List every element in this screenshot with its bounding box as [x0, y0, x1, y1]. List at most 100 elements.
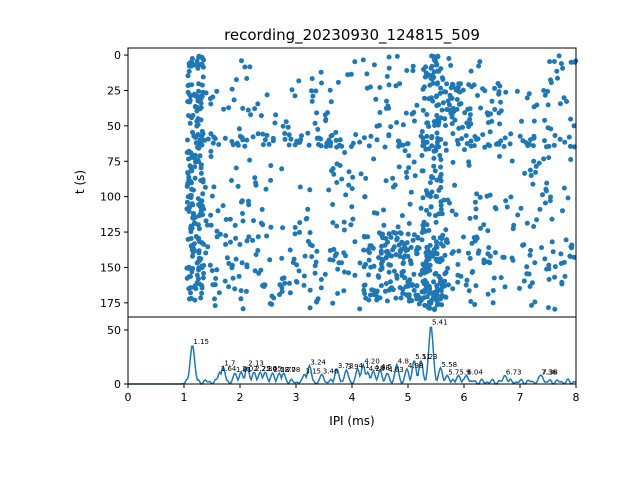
peak-label: 4.1 [359, 362, 370, 370]
spike-point [223, 217, 229, 222]
spike-point [438, 157, 444, 163]
peak-label: 4.98 [408, 362, 424, 370]
spike-point [223, 233, 229, 239]
spike-point [437, 174, 443, 180]
spike-point [442, 141, 448, 147]
spike-point [186, 180, 191, 186]
spike-point [194, 280, 200, 286]
spike-point [514, 88, 520, 94]
spike-point [297, 229, 302, 235]
spike-point [405, 231, 411, 237]
spike-point [190, 253, 195, 259]
spike-point [229, 262, 235, 268]
spike-point [262, 137, 268, 143]
spike-point [475, 250, 481, 256]
spike-point [489, 98, 495, 104]
raster-y-tick-label: 175 [100, 297, 121, 310]
spike-point [214, 267, 220, 273]
spike-point [260, 131, 266, 137]
spike-point [196, 53, 202, 59]
spike-point [433, 243, 439, 249]
spike-point [220, 203, 226, 209]
spike-point [386, 65, 392, 71]
spike-point [195, 144, 200, 150]
spike-point [357, 139, 363, 145]
spike-point [342, 150, 348, 155]
spike-point [313, 88, 319, 94]
spike-point [424, 257, 430, 263]
spike-point [357, 260, 363, 266]
spike-point [401, 255, 407, 261]
spike-point [196, 235, 202, 241]
histogram-x-tick-label: 3 [293, 391, 300, 404]
spike-point [352, 272, 358, 278]
spike-point [462, 147, 467, 153]
spike-point [381, 207, 386, 213]
spike-point [434, 177, 440, 183]
spike-point [427, 267, 433, 273]
spike-point [318, 285, 324, 291]
spike-point [492, 85, 498, 91]
raster-y-tick-label: 50 [107, 120, 121, 133]
spike-point [334, 223, 340, 229]
spike-point [328, 99, 334, 105]
spike-point [554, 68, 560, 74]
spike-point [386, 54, 392, 60]
spike-point [416, 245, 422, 251]
spike-point [419, 230, 425, 235]
spike-point [420, 86, 426, 92]
spike-point [474, 191, 480, 197]
spike-point [552, 274, 558, 280]
spike-point [431, 74, 437, 80]
peak-label: 6.04 [467, 368, 483, 376]
spike-point [330, 257, 336, 263]
spike-point [419, 153, 425, 158]
peak-label: 3.46 [323, 367, 339, 375]
spike-point [532, 299, 538, 305]
histogram-x-tick-label: 5 [405, 391, 412, 404]
spike-point [250, 134, 256, 140]
spike-point [205, 136, 211, 142]
spike-point [531, 158, 537, 164]
spike-point [431, 57, 437, 63]
spike-point [527, 167, 533, 173]
peak-label: 5.9 [459, 368, 470, 376]
spike-point [224, 255, 230, 261]
spike-point [518, 205, 524, 211]
spike-point [360, 57, 366, 63]
spike-point [208, 222, 214, 228]
spike-point [268, 177, 274, 183]
spike-point [485, 291, 491, 297]
spike-point [363, 261, 369, 267]
spike-point [438, 207, 444, 212]
spike-point [279, 255, 285, 261]
spike-point [186, 68, 192, 74]
spike-point [246, 202, 252, 208]
spike-point [467, 106, 473, 112]
peak-label: 2.25 [255, 365, 271, 373]
spike-point [438, 185, 444, 190]
spike-point [186, 296, 192, 302]
spike-point [327, 248, 333, 253]
spike-point [464, 277, 470, 283]
peak-label: 4.5 [381, 363, 392, 371]
spike-point [337, 142, 342, 148]
spike-point [200, 74, 206, 80]
spike-point [493, 206, 499, 212]
peak-label: 4.28 [369, 365, 385, 373]
spike-point [571, 254, 577, 260]
spike-point [403, 284, 409, 290]
spike-point [434, 139, 440, 145]
spike-point [434, 81, 440, 87]
spike-point [384, 98, 389, 104]
spike-point [185, 170, 191, 176]
spike-point [446, 102, 452, 108]
spike-point [292, 93, 298, 99]
spike-point [314, 299, 320, 305]
spike-point [566, 134, 572, 140]
spike-point [497, 83, 503, 89]
spike-point [398, 231, 404, 236]
spike-point [545, 102, 551, 108]
spike-point [352, 239, 358, 245]
